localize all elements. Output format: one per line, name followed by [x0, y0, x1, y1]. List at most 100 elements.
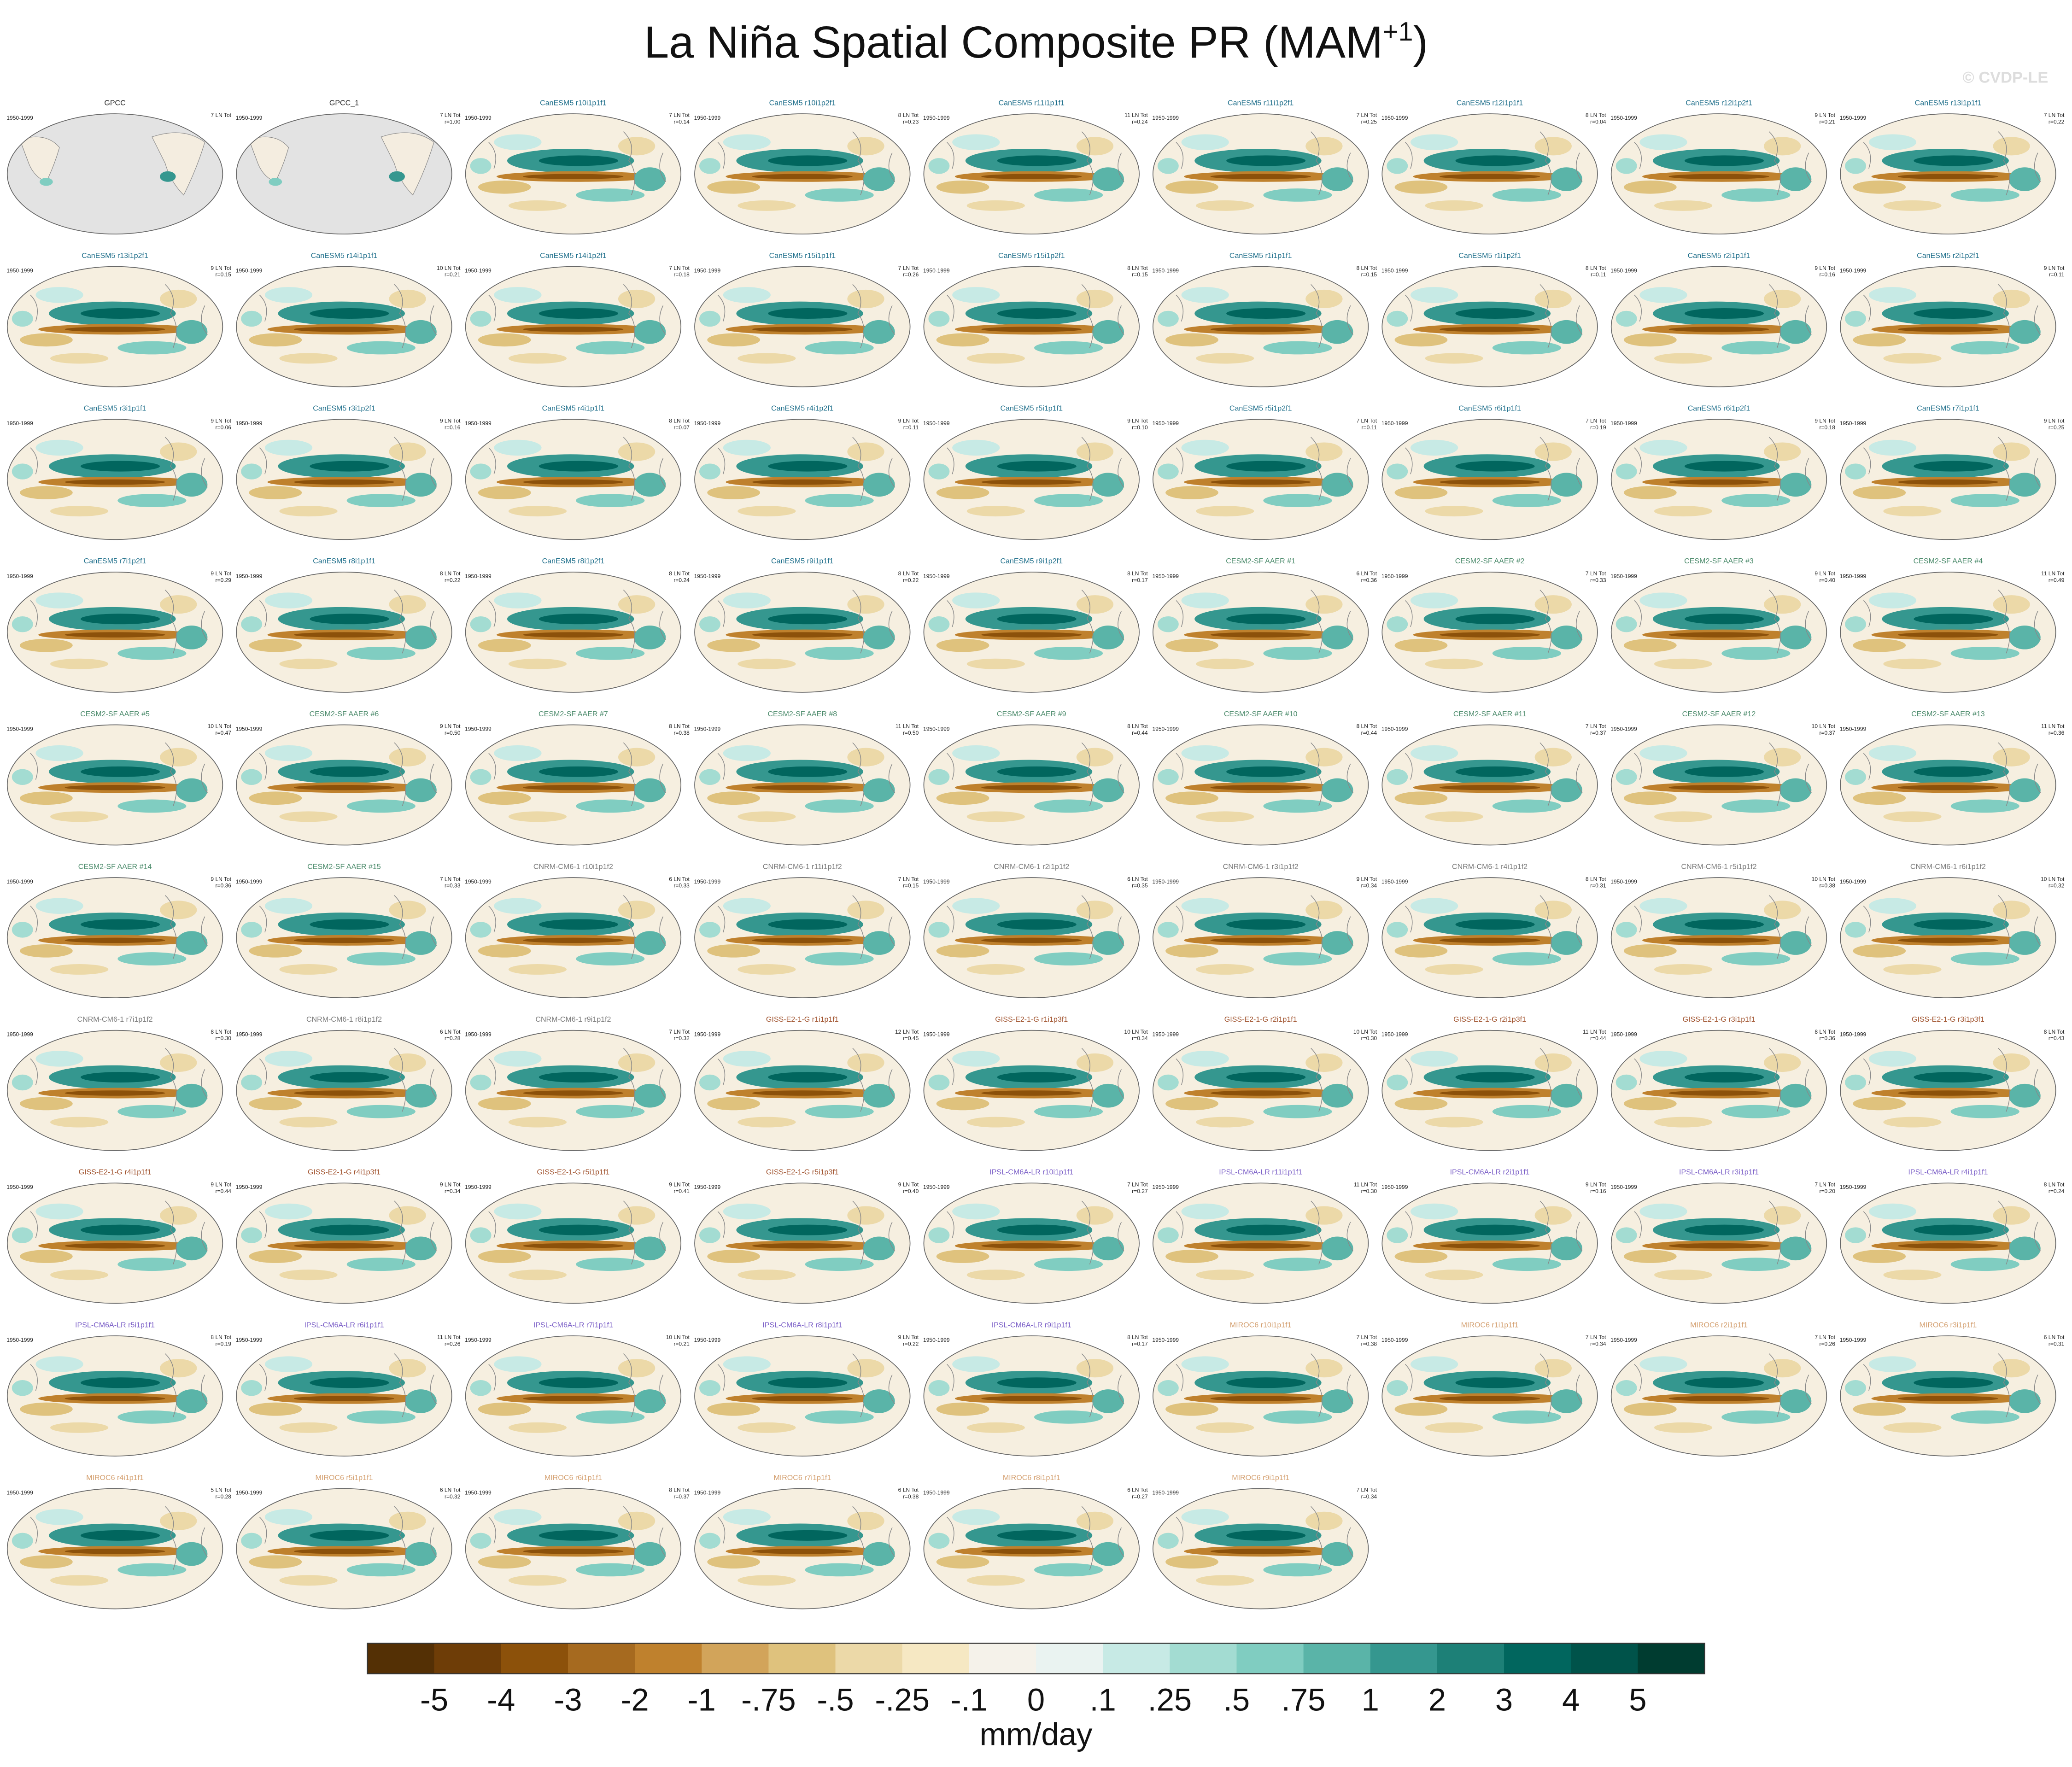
map — [1610, 1335, 1827, 1457]
panel-title: MIROC6 r3i1p1f1 — [1919, 1321, 1977, 1329]
panel-title: CNRM-CM6-1 r11i1p1f2 — [763, 862, 842, 871]
panel-r: r=0.32 — [445, 1493, 461, 1500]
map — [1840, 877, 2056, 999]
panel-period: 1950-1999 — [1152, 268, 1179, 274]
colorbar-swatch — [1571, 1643, 1639, 1674]
panel-count: 11 LN Tot — [2041, 570, 2065, 577]
map-panel: GPCC 1950-1999 7 LN Tot — [6, 99, 232, 234]
panel-period: 1950-1999 — [923, 1184, 950, 1190]
map — [6, 419, 223, 540]
panel-r: r=0.34 — [1361, 883, 1377, 889]
map-panel: CNRM-CM6-1 r5i1p1f2 1950-1999 10 LN Totr=0… — [1610, 862, 1836, 999]
map — [1152, 1030, 1369, 1151]
map — [923, 724, 1140, 846]
panel-title: IPSL-CM6A-LR r2i1p1f1 — [1450, 1168, 1530, 1176]
panel-period: 1950-1999 — [465, 268, 492, 274]
colorbar-swatch — [702, 1643, 769, 1674]
panel-period: 1950-1999 — [694, 1489, 721, 1496]
map-panel: GISS-E2-1-G r1i1p1f1 1950-1999 12 LN Totr=… — [694, 1015, 919, 1151]
colorbar-label: -.75 — [741, 1682, 796, 1718]
panel-count: 7 LN Tot — [669, 112, 690, 118]
map — [1152, 1488, 1369, 1609]
map — [694, 1182, 911, 1304]
map — [1381, 1182, 1598, 1304]
panel-r: r=0.11 — [2049, 271, 2065, 278]
map — [1840, 1182, 2056, 1304]
panel-period: 1950-1999 — [1381, 1184, 1408, 1190]
panel-title: CanESM5 r3i1p2f1 — [313, 404, 375, 413]
panel-r: r=0.15 — [903, 883, 919, 889]
colorbar-swatch — [1236, 1643, 1304, 1674]
panel-count: 9 LN Tot — [1357, 876, 1377, 882]
panel-period: 1950-1999 — [1152, 115, 1179, 121]
map — [1610, 1030, 1827, 1151]
panel-count: 9 LN Tot — [1814, 570, 1835, 577]
map — [694, 1030, 911, 1151]
panel-count: 7 LN Tot — [669, 1029, 690, 1035]
map — [694, 1488, 911, 1609]
panel-r: r=0.04 — [1590, 119, 1606, 125]
panel-title: CanESM5 r8i1p1f1 — [313, 557, 375, 565]
panel-r: r=0.10 — [1132, 424, 1148, 431]
panel-period: 1950-1999 — [1610, 115, 1637, 121]
panel-period: 1950-1999 — [465, 1489, 492, 1496]
map — [923, 419, 1140, 540]
panel-period: 1950-1999 — [1152, 1489, 1179, 1496]
panel-period: 1950-1999 — [6, 573, 33, 579]
panel-count: 10 LN Tot — [208, 723, 232, 730]
panel-period: 1950-1999 — [236, 268, 263, 274]
panel-title: CNRM-CM6-1 r2i1p1f2 — [994, 862, 1069, 871]
map — [1610, 877, 1827, 999]
map — [923, 1030, 1140, 1151]
map — [1381, 419, 1598, 540]
panel-title: CanESM5 r14i1p1f1 — [311, 252, 378, 260]
panel-title: CESM2-SF AAER #7 — [538, 710, 608, 718]
map — [923, 266, 1140, 387]
panel-period: 1950-1999 — [1610, 1337, 1637, 1343]
colorbar-swatch — [1036, 1643, 1104, 1674]
panel-title: MIROC6 r6i1p1f1 — [544, 1474, 602, 1482]
map-panel: GISS-E2-1-G r2i1p1f1 1950-1999 10 LN Totr=… — [1152, 1015, 1377, 1151]
map — [6, 266, 223, 387]
map — [465, 113, 681, 235]
map-panel: IPSL-CM6A-LR r7i1p1f1 1950-1999 10 LN Totr… — [465, 1321, 690, 1457]
colorbar-swatch — [1103, 1643, 1171, 1674]
panel-period: 1950-1999 — [465, 1031, 492, 1038]
panel-title: GISS-E2-1-G r5i1p3f1 — [766, 1168, 839, 1176]
panel-period: 1950-1999 — [1840, 1337, 1867, 1343]
panel-r: r=0.23 — [903, 119, 919, 125]
panel-title: CNRM-CM6-1 r4i1p1f2 — [1452, 862, 1528, 871]
panel-title: GISS-E2-1-G r5i1p1f1 — [537, 1168, 609, 1176]
panel-period: 1950-1999 — [923, 1031, 950, 1038]
panel-period: 1950-1999 — [1152, 1184, 1179, 1190]
panel-count: 7 LN Tot — [669, 265, 690, 271]
map — [236, 113, 452, 235]
colorbar-swatch — [1504, 1643, 1572, 1674]
title-superscript: +1 — [1383, 17, 1413, 47]
panel-count: 7 LN Tot — [440, 112, 461, 118]
map-panel: IPSL-CM6A-LR r5i1p1f1 1950-1999 8 LN Totr=… — [6, 1321, 232, 1457]
panel-period: 1950-1999 — [6, 1337, 33, 1343]
panel-period: 1950-1999 — [1840, 115, 1867, 121]
panel-period: 1950-1999 — [1840, 268, 1867, 274]
map — [465, 1488, 681, 1609]
map-panel: CESM2-SF AAER #13 1950-1999 11 LN Totr=0.3… — [1840, 710, 2065, 846]
map — [1840, 266, 2056, 387]
panel-count: 7 LN Tot — [1357, 417, 1377, 424]
map — [6, 1335, 223, 1457]
panel-period: 1950-1999 — [1152, 726, 1179, 732]
map — [465, 266, 681, 387]
panel-period: 1950-1999 — [1840, 420, 1867, 427]
panel-r: r=0.49 — [2049, 577, 2065, 583]
